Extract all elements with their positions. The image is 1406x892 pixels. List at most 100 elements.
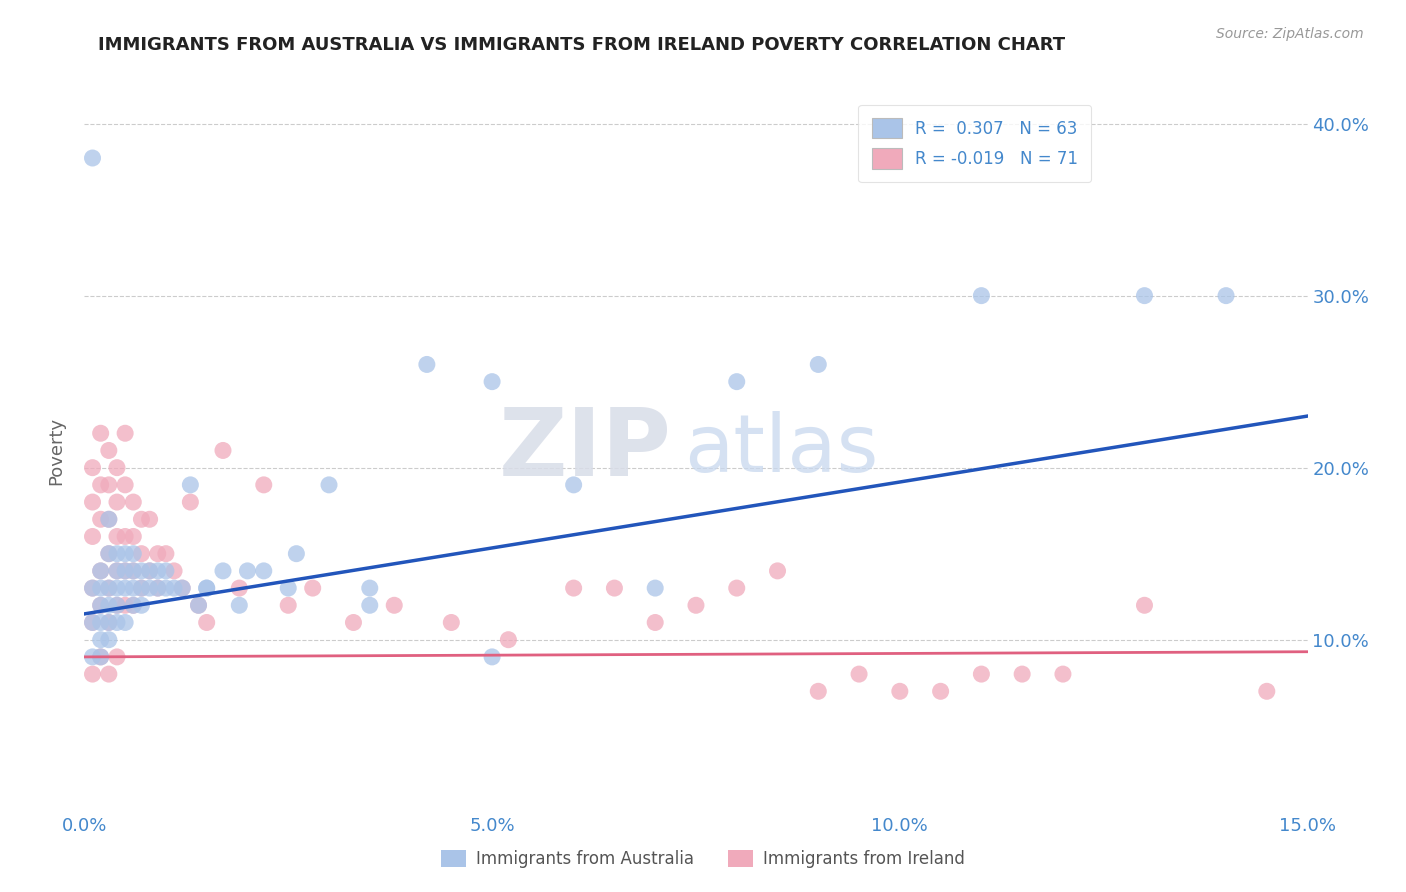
Point bbox=[212, 443, 235, 458]
Point bbox=[90, 599, 112, 613]
Point bbox=[481, 375, 503, 389]
Point bbox=[90, 599, 112, 613]
Point bbox=[97, 512, 120, 526]
Point bbox=[90, 615, 112, 630]
Point bbox=[195, 581, 218, 595]
Legend: Immigrants from Australia, Immigrants from Ireland: Immigrants from Australia, Immigrants fr… bbox=[434, 843, 972, 875]
Point bbox=[114, 426, 136, 441]
Point bbox=[285, 547, 308, 561]
Point bbox=[97, 632, 120, 647]
Point bbox=[122, 495, 145, 509]
Point bbox=[131, 599, 153, 613]
Point bbox=[90, 426, 112, 441]
Point bbox=[848, 667, 870, 681]
Point bbox=[970, 288, 993, 302]
Point bbox=[155, 581, 177, 595]
Point bbox=[90, 564, 112, 578]
Point bbox=[105, 564, 128, 578]
Point bbox=[1133, 599, 1156, 613]
Text: IMMIGRANTS FROM AUSTRALIA VS IMMIGRANTS FROM IRELAND POVERTY CORRELATION CHART: IMMIGRANTS FROM AUSTRALIA VS IMMIGRANTS … bbox=[98, 36, 1066, 54]
Point bbox=[105, 615, 128, 630]
Point bbox=[889, 684, 911, 698]
Point bbox=[105, 460, 128, 475]
Point bbox=[122, 599, 145, 613]
Point bbox=[105, 649, 128, 664]
Point bbox=[1052, 667, 1074, 681]
Point bbox=[82, 615, 104, 630]
Point bbox=[179, 495, 201, 509]
Point bbox=[114, 478, 136, 492]
Point bbox=[90, 632, 112, 647]
Point bbox=[187, 599, 209, 613]
Point bbox=[114, 564, 136, 578]
Point bbox=[97, 667, 120, 681]
Y-axis label: Poverty: Poverty bbox=[48, 417, 66, 484]
Point bbox=[970, 667, 993, 681]
Point bbox=[114, 599, 136, 613]
Point bbox=[82, 667, 104, 681]
Point bbox=[1256, 684, 1278, 698]
Point bbox=[131, 581, 153, 595]
Text: atlas: atlas bbox=[683, 411, 879, 490]
Point bbox=[114, 564, 136, 578]
Point bbox=[90, 512, 112, 526]
Point bbox=[179, 478, 201, 492]
Point bbox=[131, 581, 153, 595]
Point bbox=[1133, 288, 1156, 302]
Point bbox=[807, 358, 830, 372]
Point bbox=[138, 564, 160, 578]
Point bbox=[82, 495, 104, 509]
Point bbox=[236, 564, 259, 578]
Point bbox=[146, 581, 169, 595]
Point bbox=[90, 581, 112, 595]
Point bbox=[187, 599, 209, 613]
Point bbox=[131, 547, 153, 561]
Point bbox=[146, 581, 169, 595]
Point bbox=[97, 581, 120, 595]
Point bbox=[163, 564, 186, 578]
Point bbox=[146, 564, 169, 578]
Point bbox=[90, 478, 112, 492]
Point bbox=[82, 581, 104, 595]
Point bbox=[82, 581, 104, 595]
Point bbox=[122, 547, 145, 561]
Point bbox=[562, 478, 585, 492]
Point bbox=[122, 581, 145, 595]
Point bbox=[105, 564, 128, 578]
Point bbox=[481, 649, 503, 664]
Point bbox=[97, 599, 120, 613]
Point bbox=[97, 478, 120, 492]
Point bbox=[685, 599, 707, 613]
Point bbox=[163, 581, 186, 595]
Point bbox=[253, 478, 276, 492]
Point bbox=[114, 581, 136, 595]
Point bbox=[114, 529, 136, 543]
Text: Source: ZipAtlas.com: Source: ZipAtlas.com bbox=[1216, 27, 1364, 41]
Point bbox=[82, 649, 104, 664]
Point bbox=[105, 581, 128, 595]
Point bbox=[318, 478, 340, 492]
Point bbox=[114, 615, 136, 630]
Point bbox=[644, 615, 666, 630]
Point bbox=[1011, 667, 1033, 681]
Point bbox=[725, 375, 748, 389]
Point bbox=[416, 358, 439, 372]
Point bbox=[807, 684, 830, 698]
Point bbox=[146, 547, 169, 561]
Point bbox=[644, 581, 666, 595]
Point bbox=[277, 581, 299, 595]
Point bbox=[766, 564, 789, 578]
Legend: R =  0.307   N = 63, R = -0.019   N = 71: R = 0.307 N = 63, R = -0.019 N = 71 bbox=[858, 104, 1091, 182]
Point bbox=[562, 581, 585, 595]
Point bbox=[342, 615, 364, 630]
Point bbox=[122, 529, 145, 543]
Point bbox=[172, 581, 194, 595]
Point bbox=[105, 599, 128, 613]
Point bbox=[212, 564, 235, 578]
Point bbox=[228, 581, 250, 595]
Point bbox=[90, 564, 112, 578]
Point bbox=[97, 547, 120, 561]
Point bbox=[195, 581, 218, 595]
Point bbox=[138, 512, 160, 526]
Point bbox=[138, 581, 160, 595]
